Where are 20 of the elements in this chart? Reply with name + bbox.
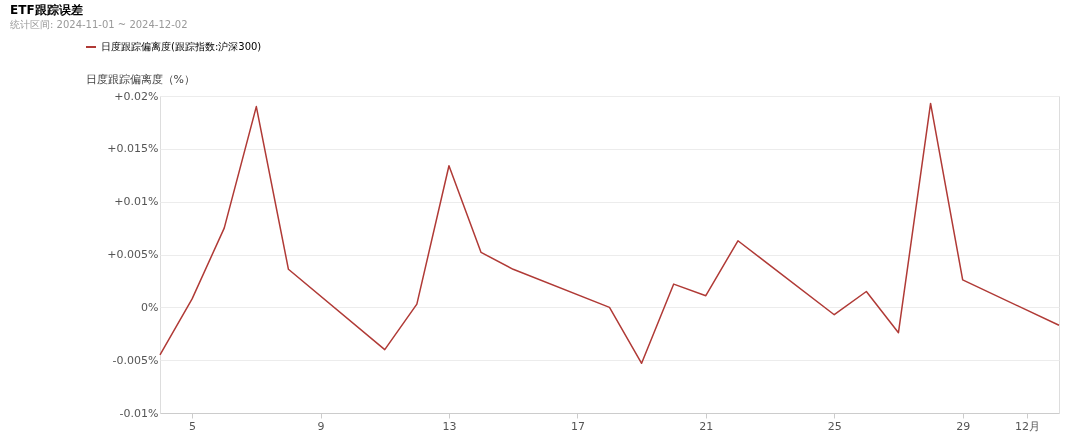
x-tick-label: 21 xyxy=(699,419,714,433)
x-tick-label: 25 xyxy=(827,419,842,433)
y-tick-label: +0.02% xyxy=(114,89,159,103)
y-tick-label: +0.01% xyxy=(114,195,159,209)
x-tick-label: 29 xyxy=(956,419,971,433)
y-axis-title: 日度跟踪偏离度（%） xyxy=(85,72,195,86)
x-tick-label: 12月 xyxy=(1014,419,1040,433)
y-tick-label: -0.005% xyxy=(112,353,159,367)
y-tick-label: +0.015% xyxy=(107,142,159,156)
chart-subtitle: 统计区间: 2024-11-01 ~ 2024-12-02 xyxy=(10,19,188,30)
x-tick-label: 17 xyxy=(570,419,585,433)
line-series xyxy=(159,102,1060,365)
text: ETF跟踪误差 xyxy=(10,3,83,17)
y-tick-label: 0% xyxy=(141,300,159,314)
y-tick-label: -0.01% xyxy=(119,406,159,420)
y-tick-label: +0.005% xyxy=(107,248,159,261)
x-tick-label: 13 xyxy=(442,419,457,433)
legend-label: 日度跟踪偏离度(跟踪指数:沪深300) xyxy=(101,41,262,52)
x-tick-label: 5 xyxy=(189,419,197,433)
x-tick-label: 9 xyxy=(317,419,325,433)
